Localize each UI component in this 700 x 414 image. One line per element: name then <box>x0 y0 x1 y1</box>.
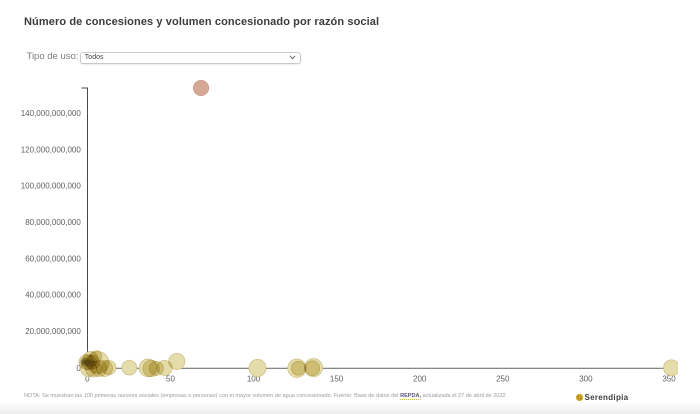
svg-text:50: 50 <box>166 375 175 384</box>
svg-text:0: 0 <box>76 364 81 373</box>
svg-text:100: 100 <box>247 375 261 384</box>
svg-text:250: 250 <box>496 375 510 384</box>
svg-text:150: 150 <box>330 375 344 384</box>
svg-text:80,000,000,000: 80,000,000,000 <box>25 218 81 227</box>
svg-text:40,000,000,000: 40,000,000,000 <box>25 291 81 300</box>
svg-text:20,000,000,000: 20,000,000,000 <box>25 327 81 336</box>
svg-text:0: 0 <box>85 375 90 384</box>
svg-text:300: 300 <box>579 375 593 384</box>
svg-text:140,000,000,000: 140,000,000,000 <box>21 109 82 118</box>
svg-text:100,000,000,000: 100,000,000,000 <box>21 182 82 191</box>
svg-text:350: 350 <box>662 375 676 384</box>
svg-text:200: 200 <box>413 375 427 384</box>
svg-text:60,000,000,000: 60,000,000,000 <box>25 254 81 263</box>
svg-text:120,000,000,000: 120,000,000,000 <box>21 145 82 154</box>
